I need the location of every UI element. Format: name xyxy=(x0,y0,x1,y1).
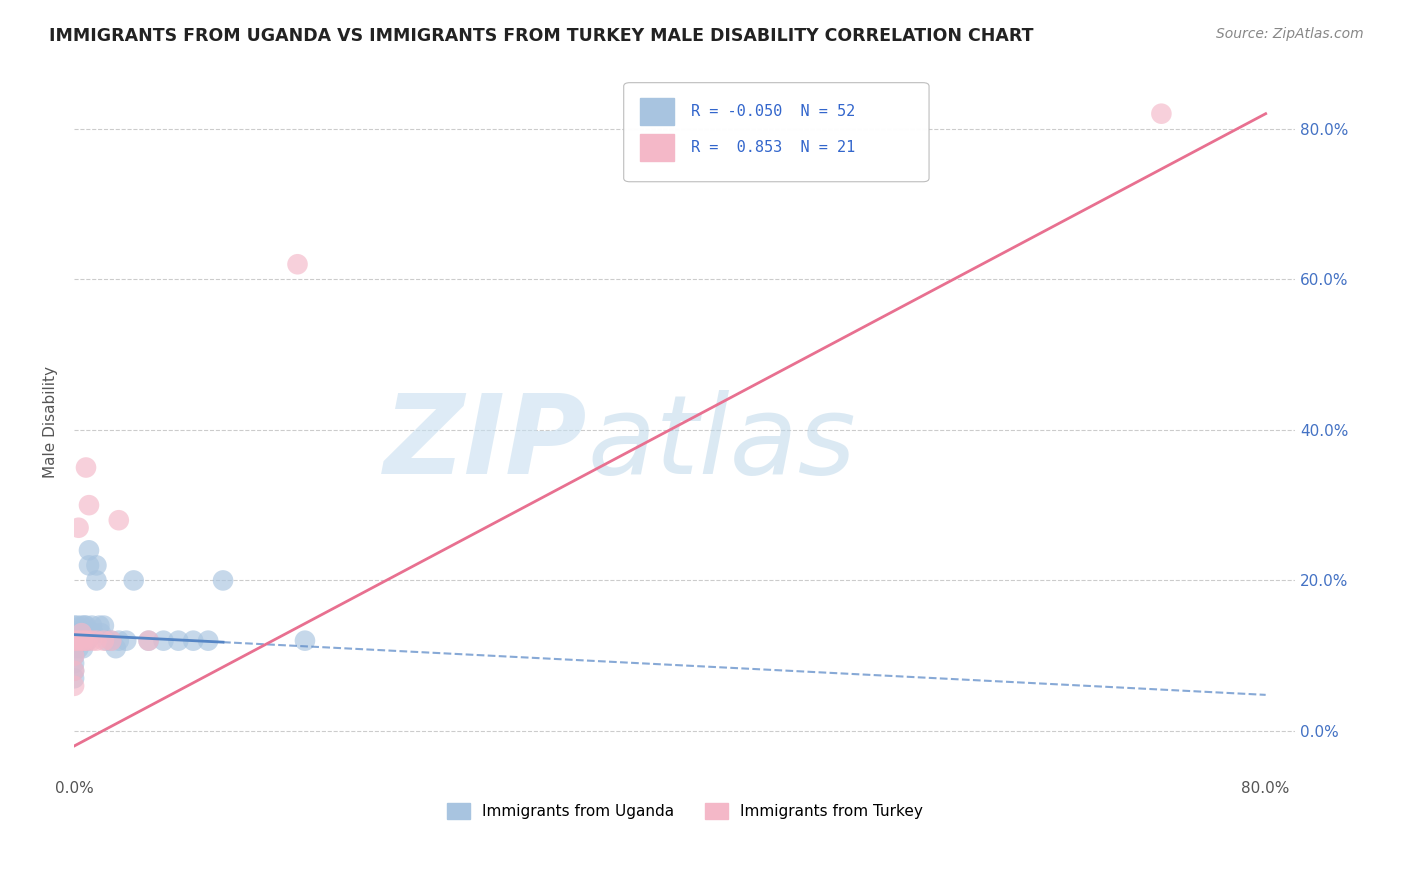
Point xyxy=(107,513,129,527)
Text: R =  0.853  N = 21: R = 0.853 N = 21 xyxy=(690,139,855,154)
FancyBboxPatch shape xyxy=(624,83,929,182)
Point xyxy=(72,633,94,648)
Point xyxy=(70,626,93,640)
Point xyxy=(76,633,98,648)
Point xyxy=(76,633,98,648)
Point xyxy=(73,633,96,648)
Point xyxy=(63,648,86,663)
Text: atlas: atlas xyxy=(588,390,856,497)
Point xyxy=(86,558,108,573)
Point xyxy=(212,574,235,588)
Point xyxy=(75,626,97,640)
Point xyxy=(104,641,127,656)
Point xyxy=(138,633,160,648)
Point xyxy=(77,558,100,573)
Point xyxy=(66,633,89,648)
Point xyxy=(96,633,118,648)
Point xyxy=(70,626,93,640)
Point xyxy=(80,633,103,648)
Point xyxy=(73,633,96,648)
Point xyxy=(107,633,129,648)
Point xyxy=(63,626,86,640)
Point xyxy=(100,633,122,648)
Point xyxy=(89,618,111,632)
Point xyxy=(70,618,93,632)
Point xyxy=(73,618,96,632)
Text: IMMIGRANTS FROM UGANDA VS IMMIGRANTS FROM TURKEY MALE DISABILITY CORRELATION CHA: IMMIGRANTS FROM UGANDA VS IMMIGRANTS FRO… xyxy=(49,27,1033,45)
Point xyxy=(167,633,190,648)
Point xyxy=(287,257,309,271)
Point xyxy=(63,664,86,678)
Point xyxy=(90,626,112,640)
Point xyxy=(63,641,86,656)
Point xyxy=(75,618,97,632)
Point xyxy=(77,543,100,558)
Point xyxy=(63,633,86,648)
Point xyxy=(80,618,103,632)
Point xyxy=(100,633,122,648)
Point xyxy=(122,574,145,588)
Y-axis label: Male Disability: Male Disability xyxy=(44,367,58,478)
Point xyxy=(67,641,90,656)
Point xyxy=(82,626,104,640)
Text: Source: ZipAtlas.com: Source: ZipAtlas.com xyxy=(1216,27,1364,41)
Point xyxy=(197,633,219,648)
Point xyxy=(86,633,108,648)
Point xyxy=(93,633,115,648)
Point xyxy=(181,633,204,648)
Point xyxy=(93,618,115,632)
Point xyxy=(152,633,174,648)
Point xyxy=(69,633,91,648)
Point xyxy=(63,671,86,685)
Point xyxy=(67,633,90,648)
Point xyxy=(1150,106,1173,120)
Point xyxy=(67,626,90,640)
Point xyxy=(77,498,100,512)
Point xyxy=(63,633,86,648)
Text: R = -0.050  N = 52: R = -0.050 N = 52 xyxy=(690,104,855,120)
Legend: Immigrants from Uganda, Immigrants from Turkey: Immigrants from Uganda, Immigrants from … xyxy=(440,797,929,825)
Point xyxy=(66,618,89,632)
Point xyxy=(70,633,93,648)
Bar xyxy=(640,134,673,161)
Point xyxy=(76,626,98,640)
Point xyxy=(65,633,87,648)
Point xyxy=(63,648,86,663)
Point xyxy=(75,633,97,648)
Point xyxy=(138,633,160,648)
Point xyxy=(63,657,86,671)
Point xyxy=(72,626,94,640)
Point xyxy=(75,460,97,475)
Text: ZIP: ZIP xyxy=(384,390,588,497)
Point xyxy=(67,521,90,535)
Point xyxy=(69,626,91,640)
Point xyxy=(63,618,86,632)
Point xyxy=(72,641,94,656)
Point xyxy=(69,633,91,648)
Bar xyxy=(640,98,673,125)
Point xyxy=(294,633,316,648)
Point xyxy=(63,679,86,693)
Point xyxy=(63,664,86,678)
Point xyxy=(63,633,86,648)
Point xyxy=(86,574,108,588)
Point xyxy=(115,633,138,648)
Point xyxy=(65,626,87,640)
Point xyxy=(66,633,89,648)
